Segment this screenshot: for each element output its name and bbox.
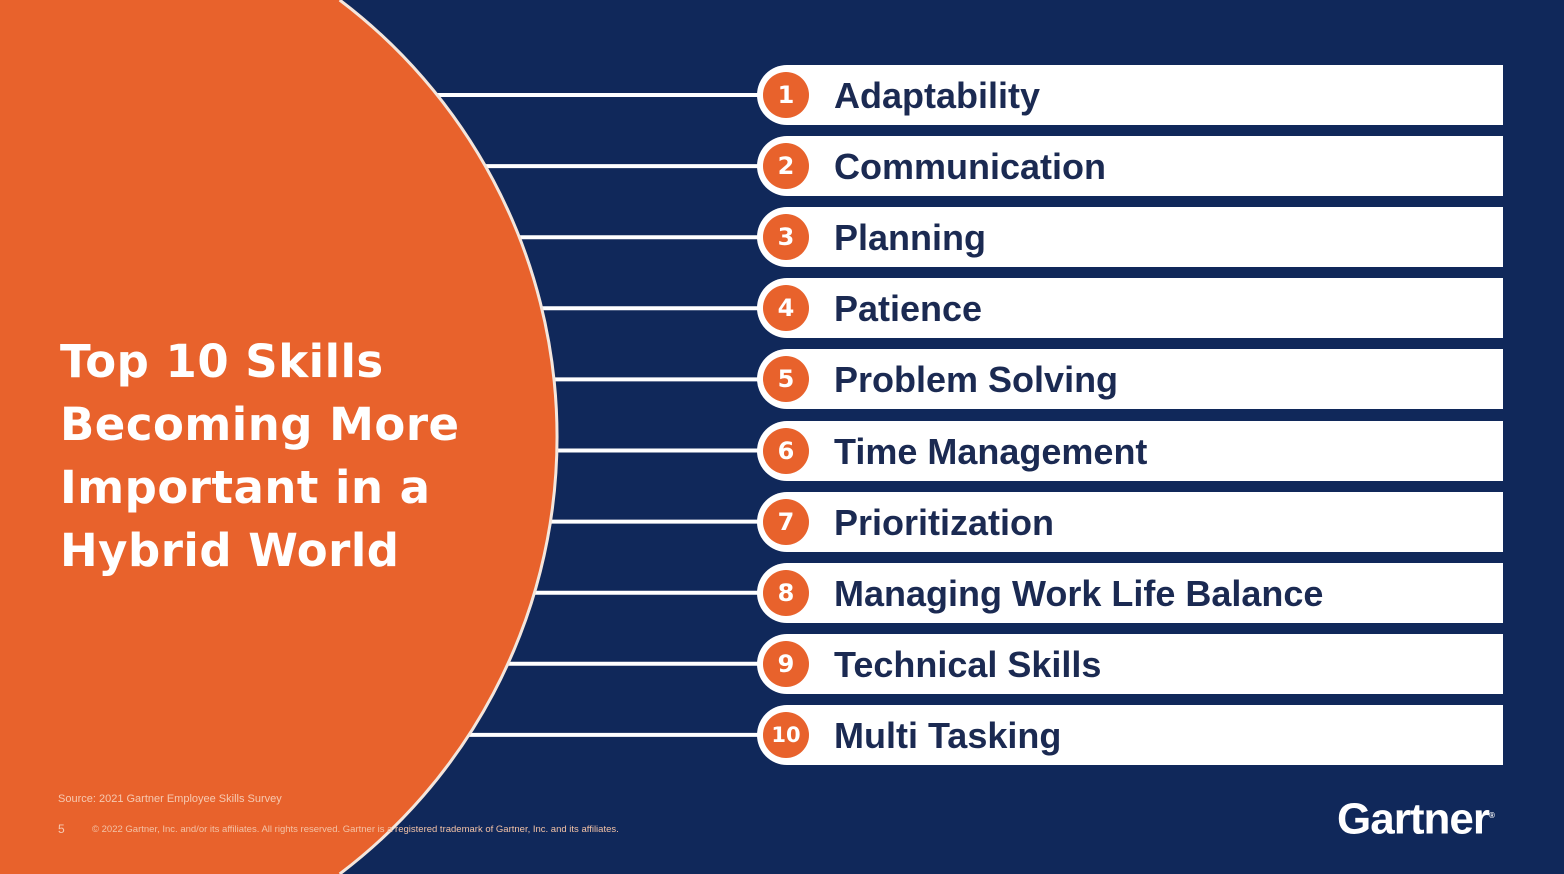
rank-badge: 4 bbox=[763, 285, 809, 332]
skill-label: Adaptability bbox=[834, 75, 1041, 116]
page-number: 5 bbox=[58, 822, 65, 836]
skill-item: 5 Problem Solving bbox=[757, 349, 1503, 410]
rank-badge: 3 bbox=[763, 214, 809, 261]
skill-item: 2 Communication bbox=[757, 136, 1503, 197]
skill-item: 10 Multi Tasking bbox=[757, 704, 1503, 765]
skill-item: 9 Technical Skills bbox=[757, 633, 1503, 694]
rank-badge: 5 bbox=[763, 356, 809, 403]
skill-label: Technical Skills bbox=[834, 643, 1102, 685]
rank-badge: 7 bbox=[763, 498, 809, 545]
copyright: © 2022 Gartner, Inc. and/or its affiliat… bbox=[92, 824, 619, 835]
rank-badge: 8 bbox=[763, 569, 809, 616]
rank-badge: 2 bbox=[763, 143, 809, 190]
skill-label: Planning bbox=[834, 217, 986, 259]
rank-badge: 9 bbox=[763, 640, 809, 687]
gartner-logo: Gartner® bbox=[1337, 794, 1495, 844]
skill-label: Patience bbox=[834, 288, 983, 330]
skill-item: 8 Managing Work Life Balance bbox=[757, 562, 1503, 623]
skill-label: Time Management bbox=[834, 430, 1148, 472]
skill-item: 7 Prioritization bbox=[757, 491, 1503, 552]
rank-badge: 10 bbox=[763, 711, 809, 758]
skill-item: 3 Planning bbox=[757, 207, 1503, 268]
skill-item: 6 Time Management bbox=[757, 420, 1503, 481]
orange-circle bbox=[0, 0, 558, 874]
skill-label: Multi Tasking bbox=[834, 714, 1062, 756]
slide-title: Top 10 Skills Becoming More Important in… bbox=[60, 335, 460, 577]
source-note: Source: 2021 Gartner Employee Skills Sur… bbox=[58, 793, 282, 805]
rank-badge: 6 bbox=[763, 427, 809, 474]
skill-label: Prioritization bbox=[834, 501, 1055, 543]
orange-circle-outline bbox=[338, 0, 559, 874]
skill-item: 1 Adaptability bbox=[757, 65, 1503, 125]
skill-label: Problem Solving bbox=[834, 359, 1119, 401]
rank-badge: 1 bbox=[763, 72, 809, 118]
skill-label: Managing Work Life Balance bbox=[834, 572, 1324, 614]
skill-item: 4 Patience bbox=[757, 278, 1503, 339]
skill-label: Communication bbox=[834, 146, 1107, 188]
